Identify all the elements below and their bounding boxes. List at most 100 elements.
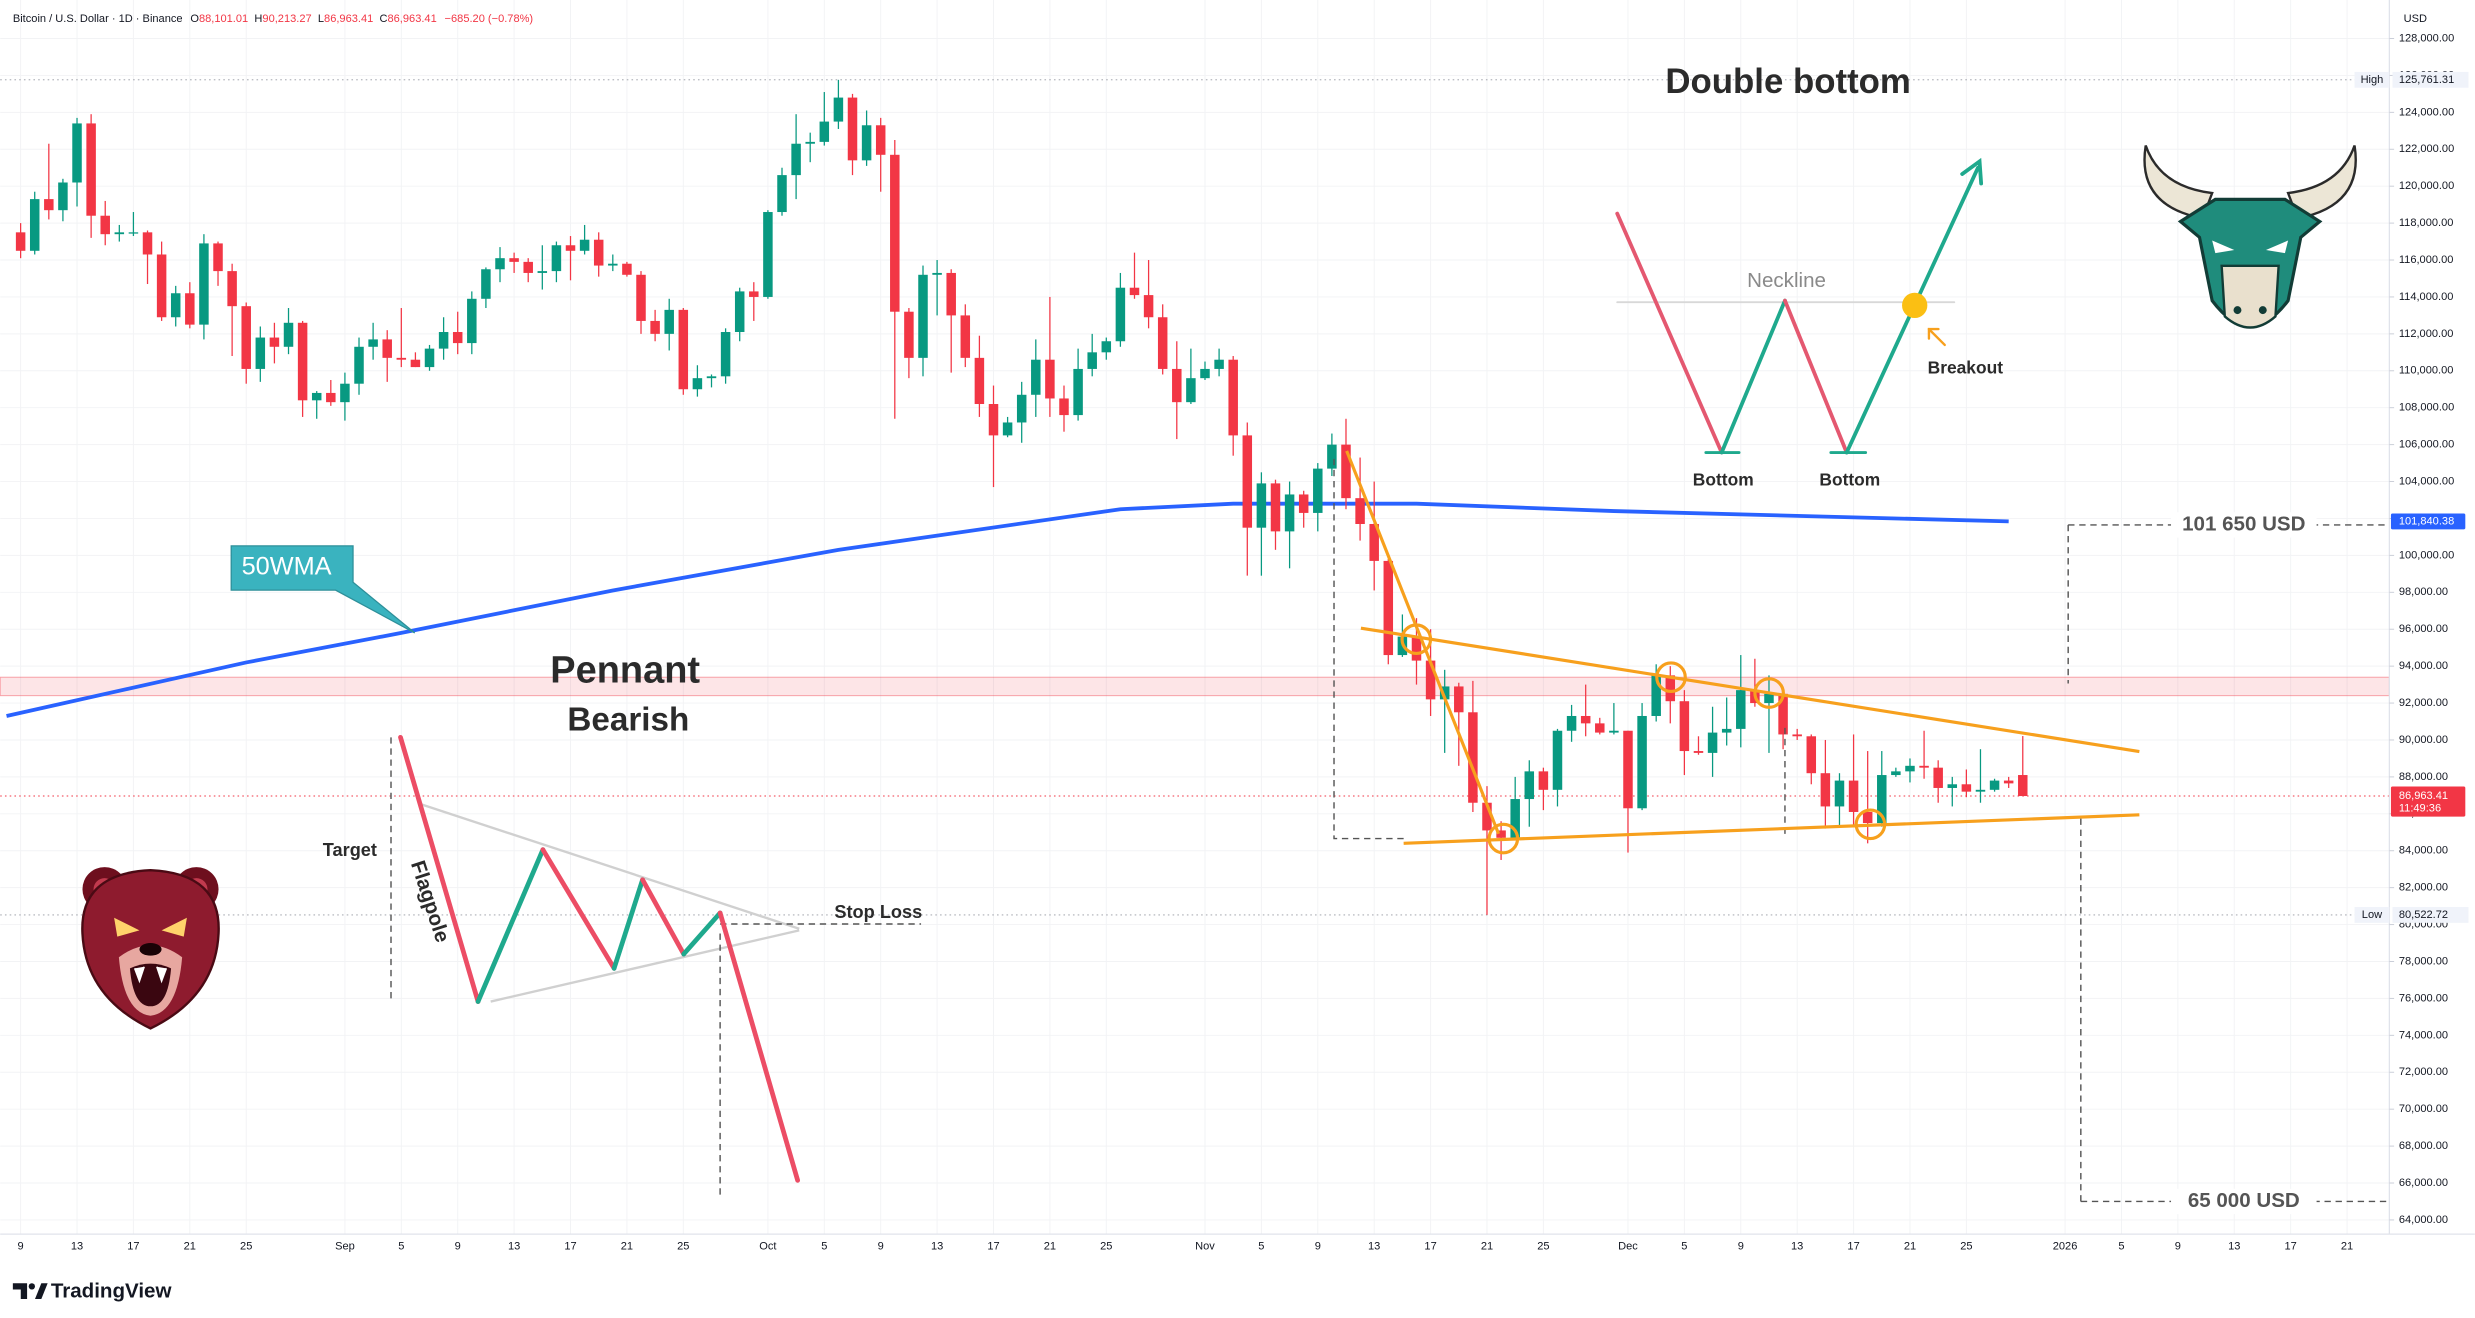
candle-body (861, 125, 872, 161)
x-tick-label: 5 (821, 1241, 827, 1253)
candle-body (1115, 287, 1126, 342)
candle-body (1143, 295, 1154, 318)
candle-body (1482, 802, 1492, 831)
last-price-text: 86,963.41 (2399, 790, 2448, 802)
candle-body (1778, 693, 1788, 735)
candle-body (1877, 775, 1887, 824)
candle-body (1172, 368, 1182, 403)
leg-down (540, 847, 617, 971)
candle-body (678, 309, 689, 390)
candle-body (932, 272, 942, 275)
candle-body (1665, 675, 1676, 702)
y-tick-label: 114,000.00 (2399, 291, 2454, 303)
candle-body (1031, 359, 1041, 395)
candle-body (311, 392, 322, 401)
y-tick-label: 98,000.00 (2399, 586, 2448, 598)
candle-body (213, 243, 223, 272)
y-tick-label: 64,000.00 (2399, 1214, 2448, 1226)
x-tick-label: 17 (2285, 1241, 2297, 1253)
candle-body (1524, 771, 1535, 800)
y-tick-label: 120,000.00 (2399, 180, 2454, 192)
candle-body (368, 339, 378, 347)
ma-line (6, 501, 2009, 718)
candle-body (72, 123, 82, 183)
y-tick-label: 76,000.00 (2399, 992, 2448, 1004)
zigzag (398, 734, 801, 1183)
candle-body (1552, 730, 1563, 790)
ohlc-key: C (380, 13, 388, 25)
pennant-subtitle: Bearish (567, 701, 689, 738)
candle-body (622, 263, 632, 275)
candle-body (100, 215, 110, 235)
logo-v (35, 1283, 48, 1300)
candle-body (734, 291, 745, 333)
candle-body (565, 245, 576, 251)
candle-body (156, 254, 167, 318)
x-tick-label: 2026 (2053, 1241, 2078, 1253)
breakout-point (1902, 292, 1928, 319)
ohlc-value: 86,963.41 (388, 13, 437, 25)
currency-label: USD (2404, 13, 2427, 25)
candle-body (537, 271, 548, 273)
candle-body (1862, 811, 1873, 824)
candle-body (1595, 723, 1605, 733)
x-tick-label: 5 (1681, 1241, 1687, 1253)
candle-body (1510, 799, 1520, 838)
candle-body (199, 243, 209, 325)
x-tick-label: 21 (2341, 1241, 2353, 1253)
x-tick-label: Nov (1195, 1241, 1215, 1253)
pennant-illustration (390, 734, 922, 1197)
candle-body (1270, 483, 1281, 532)
leg-down (1783, 298, 1849, 455)
ma-tag-text: 101,840.38 (2399, 515, 2454, 527)
ohlc-key: H (254, 13, 262, 25)
candle-body (1468, 712, 1478, 803)
double-bottom-title: Double bottom (1665, 62, 1910, 101)
pennant-edge (419, 802, 800, 930)
candle-body (1496, 830, 1506, 838)
candle-body (918, 274, 928, 358)
candle-body (1454, 686, 1464, 713)
touch-circle (1487, 822, 1520, 855)
candle-body (1157, 317, 1168, 369)
grid (0, 0, 2390, 1235)
pennant-title: Pennant (550, 649, 700, 691)
price-axis-bg (2389, 0, 2475, 1235)
y-tick-label: 92,000.00 (2399, 697, 2448, 709)
resistance-zone (0, 676, 2390, 697)
zone-layer (0, 676, 2390, 697)
candle-body (170, 293, 181, 318)
stop-loss-label: Stop Loss (834, 902, 922, 922)
candle-body (269, 337, 280, 347)
arrow-head (1960, 157, 1984, 186)
touch-circle (1400, 623, 1433, 656)
trendline (1360, 626, 2140, 754)
logo-dot (28, 1283, 36, 1290)
candle-body (1298, 494, 1309, 513)
candle-body (340, 383, 350, 403)
callout-text: 50WMA (242, 553, 332, 581)
bull-horn (2143, 145, 2214, 220)
x-tick-label: 21 (184, 1241, 196, 1253)
x-tick-label: 21 (1044, 1241, 1056, 1253)
bull-horn (2286, 145, 2357, 220)
x-tick-label: 17 (987, 1241, 999, 1253)
candle-body (692, 378, 703, 390)
leg-up (611, 877, 645, 971)
candle-body (1848, 780, 1859, 812)
candle-body (2003, 780, 2014, 784)
bottom-label: Bottom (1819, 470, 1880, 490)
candle-body (763, 212, 773, 297)
targets-layer: 101 650 USD 65 000 USD (2067, 512, 2390, 1215)
candle-body (1059, 398, 1069, 416)
candle-body (1327, 444, 1337, 469)
ma-callout: 50WMA (230, 545, 416, 634)
bull-nostril (2233, 306, 2242, 315)
candle-body (1736, 690, 1746, 729)
candle-body (833, 97, 844, 122)
candle-body (650, 320, 660, 334)
candle-body (890, 154, 900, 312)
x-tick-label: 17 (127, 1241, 139, 1253)
x-tick-label: 17 (1847, 1241, 1859, 1253)
